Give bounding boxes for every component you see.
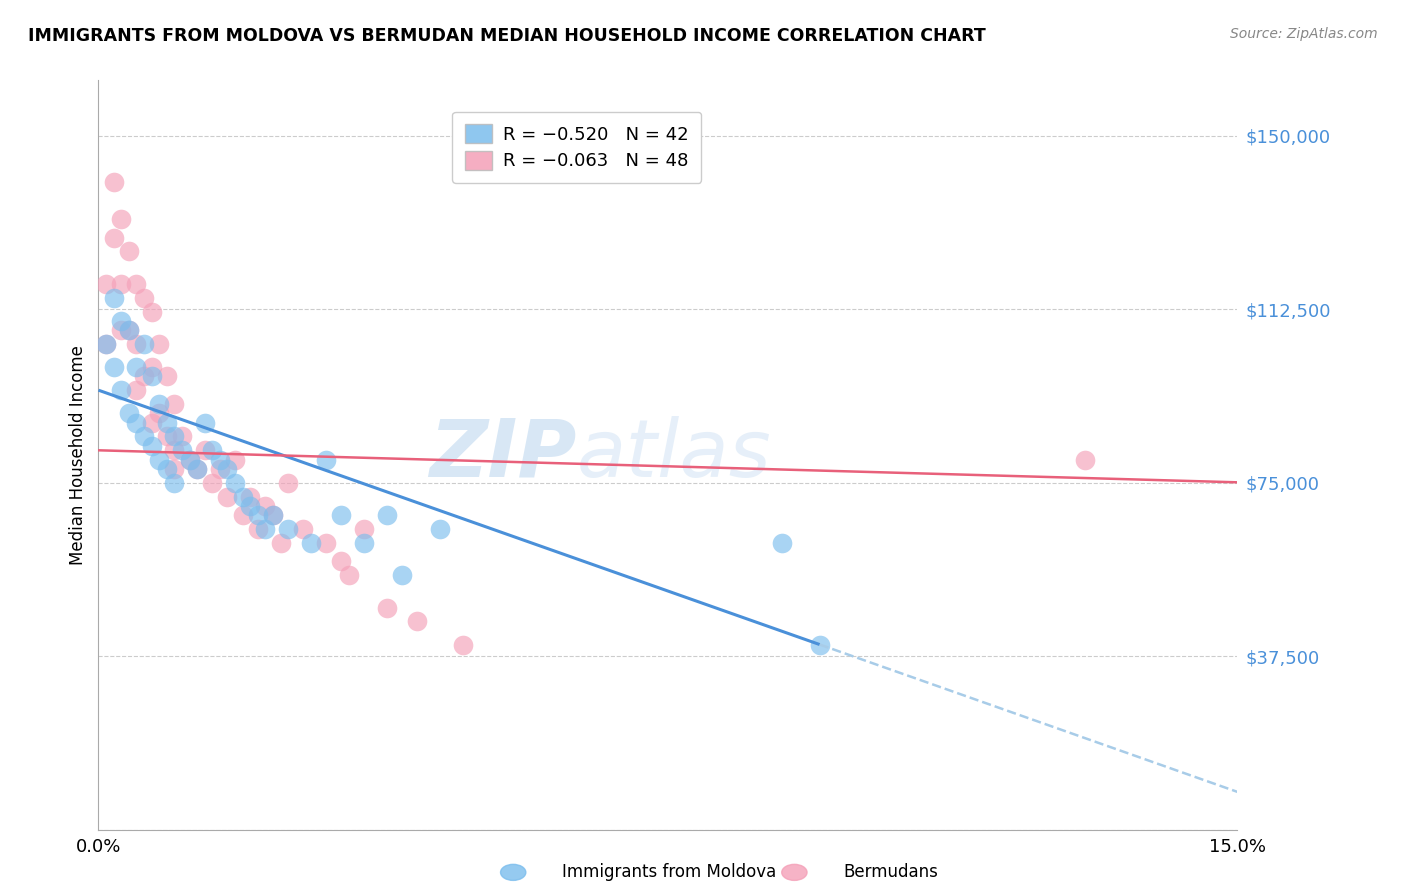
- Point: [179, 452, 201, 467]
- Point: [163, 462, 186, 476]
- Point: [262, 508, 284, 522]
- Point: [330, 508, 353, 522]
- Point: [118, 323, 141, 337]
- Point: [148, 397, 170, 411]
- Point: [770, 536, 793, 550]
- Point: [232, 490, 254, 504]
- Point: [103, 359, 125, 374]
- Point: [163, 429, 186, 443]
- Point: [170, 443, 193, 458]
- Point: [186, 462, 208, 476]
- Point: [353, 536, 375, 550]
- Point: [118, 244, 141, 259]
- Point: [94, 337, 117, 351]
- Point: [315, 536, 337, 550]
- Point: [315, 452, 337, 467]
- Legend: R = −0.520   N = 42, R = −0.063   N = 48: R = −0.520 N = 42, R = −0.063 N = 48: [453, 112, 702, 183]
- Point: [125, 277, 148, 291]
- Point: [208, 452, 231, 467]
- Point: [132, 291, 155, 305]
- Point: [254, 522, 277, 536]
- Point: [110, 383, 132, 397]
- Point: [292, 522, 315, 536]
- Point: [299, 536, 322, 550]
- Point: [125, 416, 148, 430]
- Point: [224, 475, 246, 490]
- Text: IMMIGRANTS FROM MOLDOVA VS BERMUDAN MEDIAN HOUSEHOLD INCOME CORRELATION CHART: IMMIGRANTS FROM MOLDOVA VS BERMUDAN MEDI…: [28, 27, 986, 45]
- Point: [132, 429, 155, 443]
- Point: [330, 554, 353, 568]
- Point: [239, 499, 262, 513]
- Point: [232, 508, 254, 522]
- Point: [125, 359, 148, 374]
- Point: [156, 462, 179, 476]
- Point: [375, 600, 398, 615]
- Point: [110, 314, 132, 328]
- Point: [163, 443, 186, 458]
- Point: [132, 369, 155, 384]
- Point: [246, 508, 269, 522]
- Point: [125, 383, 148, 397]
- Y-axis label: Median Household Income: Median Household Income: [69, 345, 87, 565]
- Point: [103, 291, 125, 305]
- Point: [262, 508, 284, 522]
- Point: [277, 522, 299, 536]
- Point: [270, 536, 292, 550]
- Point: [217, 462, 239, 476]
- Point: [254, 499, 277, 513]
- Point: [186, 462, 208, 476]
- Point: [353, 522, 375, 536]
- Point: [118, 406, 141, 420]
- Point: [179, 452, 201, 467]
- Point: [141, 369, 163, 384]
- Point: [110, 212, 132, 227]
- Text: Bermudans: Bermudans: [844, 863, 938, 881]
- Point: [94, 337, 117, 351]
- Point: [170, 429, 193, 443]
- Text: ZIP: ZIP: [429, 416, 576, 494]
- Point: [141, 416, 163, 430]
- Point: [110, 277, 132, 291]
- Point: [103, 175, 125, 189]
- Point: [94, 277, 117, 291]
- Point: [148, 337, 170, 351]
- Text: Immigrants from Moldova: Immigrants from Moldova: [562, 863, 776, 881]
- Point: [429, 522, 451, 536]
- Point: [141, 359, 163, 374]
- Point: [141, 304, 163, 318]
- Point: [156, 429, 179, 443]
- Point: [375, 508, 398, 522]
- Point: [148, 452, 170, 467]
- Point: [391, 568, 413, 582]
- Point: [118, 323, 141, 337]
- Point: [194, 416, 217, 430]
- Point: [110, 323, 132, 337]
- Point: [156, 369, 179, 384]
- Point: [132, 337, 155, 351]
- Point: [217, 490, 239, 504]
- Point: [163, 397, 186, 411]
- Point: [277, 475, 299, 490]
- Point: [246, 522, 269, 536]
- Point: [239, 490, 262, 504]
- Point: [406, 615, 429, 629]
- Point: [194, 443, 217, 458]
- Point: [224, 452, 246, 467]
- Point: [163, 475, 186, 490]
- Point: [103, 230, 125, 244]
- Point: [148, 406, 170, 420]
- Point: [808, 638, 831, 652]
- Point: [1074, 452, 1097, 467]
- Point: [201, 443, 224, 458]
- Point: [451, 638, 474, 652]
- Point: [337, 568, 360, 582]
- Point: [201, 475, 224, 490]
- Text: atlas: atlas: [576, 416, 772, 494]
- Point: [125, 337, 148, 351]
- Point: [141, 439, 163, 453]
- Point: [156, 416, 179, 430]
- Point: [208, 462, 231, 476]
- Text: Source: ZipAtlas.com: Source: ZipAtlas.com: [1230, 27, 1378, 41]
